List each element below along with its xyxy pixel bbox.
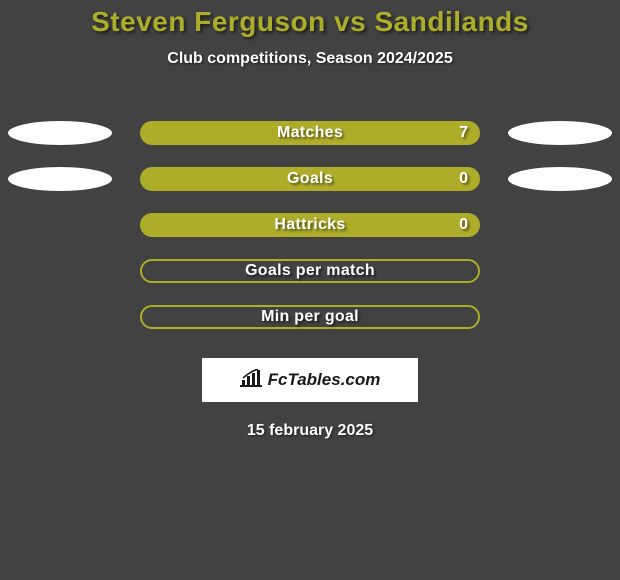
brand-badge: FcTables.com: [202, 358, 418, 402]
stat-row: Min per goal: [0, 294, 620, 340]
date-text: 15 february 2025: [0, 422, 620, 440]
stat-row: Goals per match: [0, 248, 620, 294]
page-title: Steven Ferguson vs Sandilands: [0, 0, 620, 38]
stat-bar: Min per goal: [140, 305, 480, 329]
player-left-marker: [8, 167, 112, 191]
subtitle: Club competitions, Season 2024/2025: [0, 50, 620, 68]
player-left-marker: [8, 121, 112, 145]
stat-value: 0: [459, 170, 468, 188]
stat-bar: Hattricks 0: [140, 213, 480, 237]
stat-label: Goals per match: [245, 262, 375, 280]
stat-value: 0: [459, 216, 468, 234]
player-right-marker: [508, 121, 612, 145]
player-right-marker: [508, 167, 612, 191]
chart-icon: [240, 369, 262, 392]
stat-bar: Goals 0: [140, 167, 480, 191]
brand-text: FcTables.com: [268, 370, 381, 390]
stat-value: 7: [459, 124, 468, 142]
brand-inner: FcTables.com: [240, 369, 381, 392]
stat-label: Goals: [287, 170, 333, 188]
stat-label: Hattricks: [274, 216, 345, 234]
stat-bar: Goals per match: [140, 259, 480, 283]
stat-label: Min per goal: [261, 308, 359, 326]
stat-label: Matches: [277, 124, 343, 142]
stat-row: Goals 0: [0, 156, 620, 202]
comparison-infographic: Steven Ferguson vs Sandilands Club compe…: [0, 0, 620, 580]
stat-bar: Matches 7: [140, 121, 480, 145]
stat-row: Hattricks 0: [0, 202, 620, 248]
stat-rows: Matches 7 Goals 0 Hattricks 0 Goals per match M…: [0, 110, 620, 340]
stat-row: Matches 7: [0, 110, 620, 156]
